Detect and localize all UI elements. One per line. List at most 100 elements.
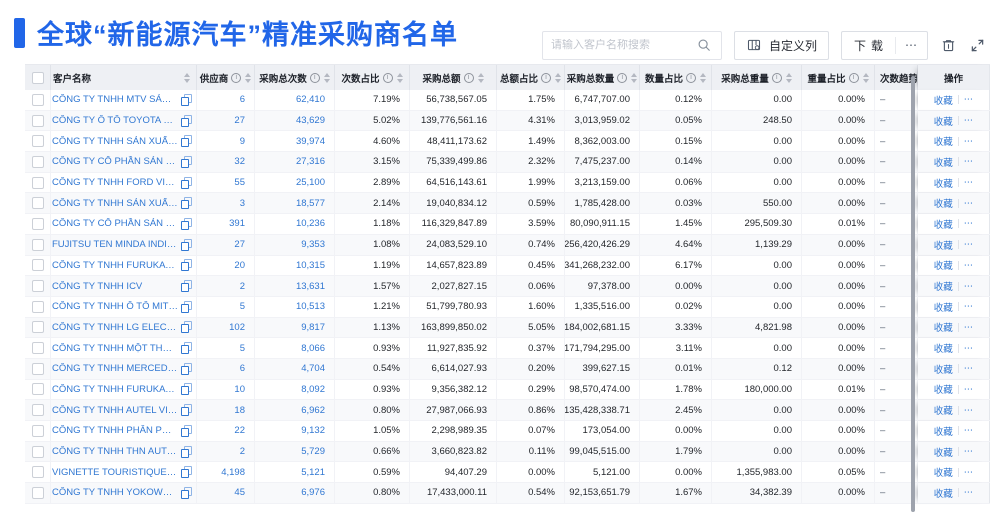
purchase-count-link[interactable]: 10,236 [295,218,325,230]
supplier-count-link[interactable]: 55 [234,177,245,189]
row-checkbox[interactable] [31,280,44,293]
sort-icon[interactable] [785,72,792,83]
favorite-button[interactable]: 收藏 [933,137,953,149]
delete-icon[interactable] [940,37,957,54]
supplier-count-link[interactable]: 9 [239,135,245,147]
supplier-count-link[interactable]: 102 [229,321,245,333]
info-icon[interactable] [541,72,551,83]
purchase-count-link[interactable]: 9,353 [301,239,325,251]
supplier-count-link[interactable]: 45 [234,487,245,499]
customer-name-link[interactable]: CÔNG TY TNHH LG ELECTRON... [52,321,178,333]
sort-icon[interactable] [631,72,638,83]
purchase-count-link[interactable]: 18,577 [295,197,325,209]
supplier-count-link[interactable]: 391 [229,218,245,230]
col-header-weight-share[interactable]: 重量占比 [802,65,875,90]
favorite-button[interactable]: 收藏 [933,468,953,480]
copy-icon[interactable] [181,114,192,127]
row-more-button[interactable]: ⋯ [963,135,974,147]
favorite-button[interactable]: 收藏 [933,95,953,107]
col-header-quantity-share[interactable]: 数量占比 [640,65,712,90]
supplier-count-link[interactable]: 6 [239,94,245,106]
row-more-button[interactable]: ⋯ [963,487,974,499]
copy-icon[interactable] [181,486,192,499]
col-header-total-purchases[interactable]: 采购总次数 [255,65,335,90]
favorite-button[interactable]: 收藏 [933,178,953,190]
copy-icon[interactable] [181,155,192,168]
row-more-button[interactable]: ⋯ [963,218,974,230]
customer-name-link[interactable]: CÔNG TY TNHH FURUKAWA A... [52,259,178,271]
row-more-button[interactable]: ⋯ [963,115,974,127]
vertical-scrollbar[interactable] [911,76,915,512]
row-more-button[interactable]: ⋯ [963,446,974,458]
customize-columns-button[interactable]: 自定义列 [733,30,829,60]
purchase-count-link[interactable]: 10,315 [295,259,325,271]
info-icon[interactable] [231,72,242,83]
row-checkbox[interactable] [31,300,44,313]
purchase-count-link[interactable]: 8,092 [301,383,325,395]
purchase-count-link[interactable]: 43,629 [295,115,325,127]
favorite-button[interactable]: 收藏 [933,116,953,128]
supplier-count-link[interactable]: 32 [234,156,245,168]
supplier-count-link[interactable]: 22 [234,425,245,437]
sort-icon[interactable] [323,72,330,83]
sort-icon[interactable] [184,72,190,83]
supplier-count-link[interactable]: 4,198 [221,466,245,478]
favorite-button[interactable]: 收藏 [933,385,953,397]
customer-name-link[interactable]: CÔNG TY CỔ PHẦN SẢN XUẤT... [52,156,178,168]
supplier-count-link[interactable]: 3 [239,197,245,209]
row-checkbox[interactable] [31,404,44,417]
col-header-amount-share[interactable]: 总额占比 [497,65,565,90]
select-all-checkbox[interactable] [31,71,44,84]
supplier-count-link[interactable]: 6 [239,363,245,375]
info-icon[interactable] [771,72,782,83]
favorite-button[interactable]: 收藏 [933,426,953,438]
supplier-count-link[interactable]: 2 [239,446,245,458]
download-more-button[interactable]: ⋯ [905,38,918,52]
copy-icon[interactable] [181,466,192,479]
purchase-count-link[interactable]: 5,121 [301,466,325,478]
copy-icon[interactable] [181,404,192,417]
copy-icon[interactable] [181,383,192,396]
copy-icon[interactable] [181,197,192,210]
favorite-button[interactable]: 收藏 [933,240,953,252]
row-checkbox[interactable] [31,155,44,168]
copy-icon[interactable] [181,259,192,272]
info-icon[interactable] [309,72,320,83]
customer-name-link[interactable]: CÔNG TY Ô TÔ TOYOTA VIỆT ... [52,115,178,127]
row-checkbox[interactable] [31,383,44,396]
row-more-button[interactable]: ⋯ [963,259,974,271]
row-more-button[interactable]: ⋯ [963,239,974,251]
row-checkbox[interactable] [31,93,44,106]
customer-name-link[interactable]: CÔNG TY TNHH FURUKAWA A... [52,383,178,395]
customer-name-link[interactable]: CÔNG TY TNHH AUTEL VIỆT N... [52,404,178,416]
row-checkbox[interactable] [31,176,44,189]
info-icon[interactable] [848,72,859,83]
copy-icon[interactable] [181,238,192,251]
purchase-count-link[interactable]: 39,974 [295,135,325,147]
row-checkbox[interactable] [31,238,44,251]
row-checkbox[interactable] [31,321,44,334]
purchase-count-link[interactable]: 9,817 [301,321,325,333]
copy-icon[interactable] [181,280,192,293]
info-icon[interactable] [686,72,696,83]
row-more-button[interactable]: ⋯ [963,342,974,354]
customer-name-link[interactable]: CÔNG TY TNHH MTV SẢN XUẤ... [52,94,178,106]
purchase-count-link[interactable]: 25,100 [295,177,325,189]
sort-icon[interactable] [396,72,403,83]
purchase-count-link[interactable]: 10,513 [295,301,325,313]
favorite-button[interactable]: 收藏 [933,282,953,294]
customer-name-link[interactable]: CÔNG TY TNHH Ô TÔ MITSUBI... [52,301,178,313]
sort-icon[interactable] [700,72,706,83]
customer-search-box[interactable] [541,30,722,60]
favorite-button[interactable]: 收藏 [933,406,953,418]
customer-name-link[interactable]: CÔNG TY TNHH MERCEDES–B... [52,363,178,375]
copy-icon[interactable] [181,321,192,334]
row-more-button[interactable]: ⋯ [963,383,974,395]
row-checkbox[interactable] [31,486,44,499]
copy-icon[interactable] [181,362,192,375]
row-checkbox[interactable] [31,424,44,437]
copy-icon[interactable] [181,176,192,189]
copy-icon[interactable] [181,342,192,355]
favorite-button[interactable]: 收藏 [933,447,953,459]
row-more-button[interactable]: ⋯ [963,425,974,437]
